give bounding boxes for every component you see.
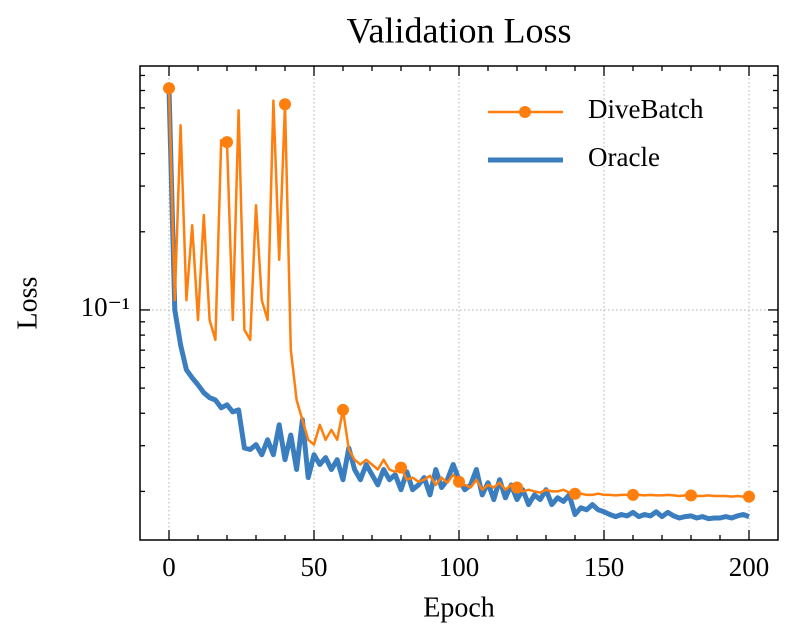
x-tick-label: 50 (301, 552, 328, 582)
series-marker (221, 136, 233, 149)
series-marker (569, 487, 581, 500)
plot-frame (139, 65, 779, 541)
y-tick-label: 10⁻¹ (81, 292, 130, 322)
x-tick-label: 100 (439, 552, 480, 582)
legend-label: DiveBatch (588, 94, 704, 124)
series-marker (511, 481, 523, 494)
x-tick-label: 0 (162, 552, 176, 582)
series-marker (279, 98, 291, 111)
legend-label: Oracle (588, 142, 660, 172)
x-tick-label: 200 (729, 552, 770, 582)
x-tick-label: 150 (584, 552, 625, 582)
x-axis-label: Epoch (423, 592, 495, 623)
series-marker (395, 461, 407, 474)
series-marker (743, 490, 755, 503)
series-marker (163, 82, 175, 95)
series-marker (627, 488, 639, 501)
y-axis-label: Loss (12, 277, 43, 330)
series-marker (337, 403, 349, 416)
chart-title: Validation Loss (347, 10, 572, 50)
series-marker (685, 489, 697, 502)
legend-marker (519, 106, 531, 118)
series-marker (453, 475, 465, 488)
